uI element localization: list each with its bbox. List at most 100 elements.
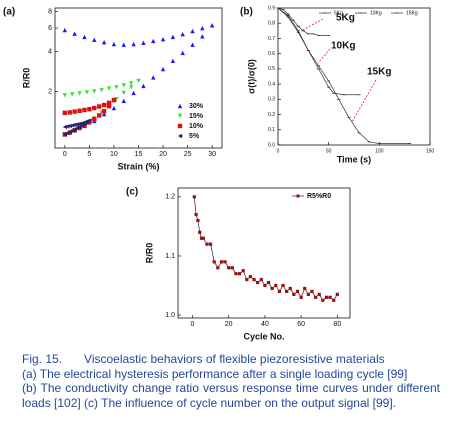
caption-label: Fig. 15.	[22, 352, 63, 366]
y-axis-label: R/R0	[144, 243, 154, 264]
marker	[151, 38, 156, 44]
marker	[223, 260, 227, 264]
x-tick-label: 0	[63, 151, 67, 158]
x-axis-label: Time (s)	[337, 154, 371, 164]
legend-label: 5Kg	[334, 10, 343, 16]
x-tick-label: 30	[208, 151, 216, 158]
marker	[69, 123, 75, 128]
y-tick-label: 0.7	[268, 36, 275, 42]
x-tick-label: 100	[375, 148, 384, 154]
marker	[160, 66, 166, 72]
legend-label: 15Kg	[406, 10, 418, 16]
marker	[314, 295, 318, 299]
marker	[79, 121, 85, 126]
marker	[106, 100, 112, 106]
marker	[131, 41, 136, 47]
caption-line: Fig. 15. Viscoelastic behaviors of flexib…	[22, 352, 440, 367]
marker	[128, 85, 134, 90]
x-tick-label: 50	[326, 148, 332, 154]
marker	[65, 124, 70, 129]
marker	[97, 113, 102, 118]
marker	[252, 277, 256, 282]
marker	[263, 283, 267, 288]
marker	[288, 286, 292, 291]
legend-marker	[177, 123, 183, 129]
marker	[136, 78, 141, 84]
marker	[245, 277, 249, 282]
marker	[72, 122, 77, 128]
panel-label: (b)	[240, 7, 253, 18]
y-tick-label: 0.1	[268, 127, 275, 133]
y-tick-label: 0.4	[268, 81, 275, 87]
panel-label: (a)	[3, 7, 15, 18]
x-tick-label: 5	[87, 151, 91, 158]
caption-text: Viscoelastic behaviors of flexible piezo…	[84, 352, 385, 366]
marker	[335, 292, 339, 296]
legend-label: 10%	[189, 123, 204, 130]
figure: (a) Strain (%) R/R0 0 5 10 15 20 25 30 2 4 6 8 30% 15% 1…	[3, 5, 434, 341]
marker	[141, 83, 146, 89]
legend-label: 5%	[189, 133, 200, 140]
marker	[106, 103, 112, 109]
x-axis-label: Strain (%)	[117, 161, 159, 171]
marker	[62, 27, 68, 33]
annotation: 10Kg	[331, 41, 355, 52]
x-tick-label: 0	[191, 321, 195, 328]
y-tick-label: 1.1	[165, 253, 175, 260]
marker	[74, 122, 80, 127]
marker	[200, 34, 205, 39]
x-tick-label: 0	[277, 148, 280, 154]
marker	[72, 31, 77, 36]
marker	[69, 92, 75, 97]
marker	[131, 90, 136, 96]
caption: Fig. 15. Viscoelastic behaviors of flexib…	[22, 352, 440, 410]
marker	[285, 289, 289, 294]
marker	[256, 280, 260, 285]
marker	[101, 108, 107, 114]
marker	[190, 28, 195, 34]
marker	[82, 107, 87, 113]
marker	[128, 81, 134, 86]
marker	[281, 283, 285, 288]
marker	[77, 91, 82, 96]
marker	[99, 87, 104, 93]
legend-marker	[296, 194, 300, 198]
marker	[170, 58, 176, 64]
marker	[259, 277, 263, 282]
marker	[227, 266, 231, 270]
marker	[277, 289, 281, 294]
marker	[274, 283, 278, 288]
legend-label: R5%R0	[307, 193, 331, 200]
legend-marker	[177, 103, 183, 109]
marker	[266, 280, 271, 285]
y-tick-label: 0.0	[268, 142, 275, 148]
caption-line: (b) The conductivity change ratio versus…	[22, 381, 440, 410]
arrow	[300, 18, 324, 32]
marker	[111, 41, 117, 47]
y-tick-label: 1.0	[165, 312, 175, 319]
y-tick-label: 0.5	[268, 66, 275, 72]
marker	[72, 127, 77, 132]
marker	[208, 242, 213, 246]
marker	[160, 36, 166, 42]
annotation-arrows	[300, 18, 377, 123]
series-line	[277, 7, 410, 144]
marker	[84, 119, 90, 124]
y-tick-label: 0.8	[268, 21, 275, 27]
marker	[190, 42, 195, 47]
marker	[121, 83, 126, 88]
marker	[121, 90, 126, 96]
marker	[101, 102, 107, 108]
y-tick-label: 1.2	[165, 194, 175, 201]
marker	[332, 298, 336, 302]
x-axis-label: Cycle No.	[243, 331, 284, 341]
marker	[180, 31, 185, 37]
marker	[82, 34, 87, 40]
marker	[212, 260, 216, 264]
annotation: 5Kg	[336, 13, 355, 24]
legend-marker	[177, 133, 183, 139]
series-line	[277, 7, 329, 36]
marker	[205, 242, 209, 246]
x-tick-label: 40	[261, 321, 269, 328]
